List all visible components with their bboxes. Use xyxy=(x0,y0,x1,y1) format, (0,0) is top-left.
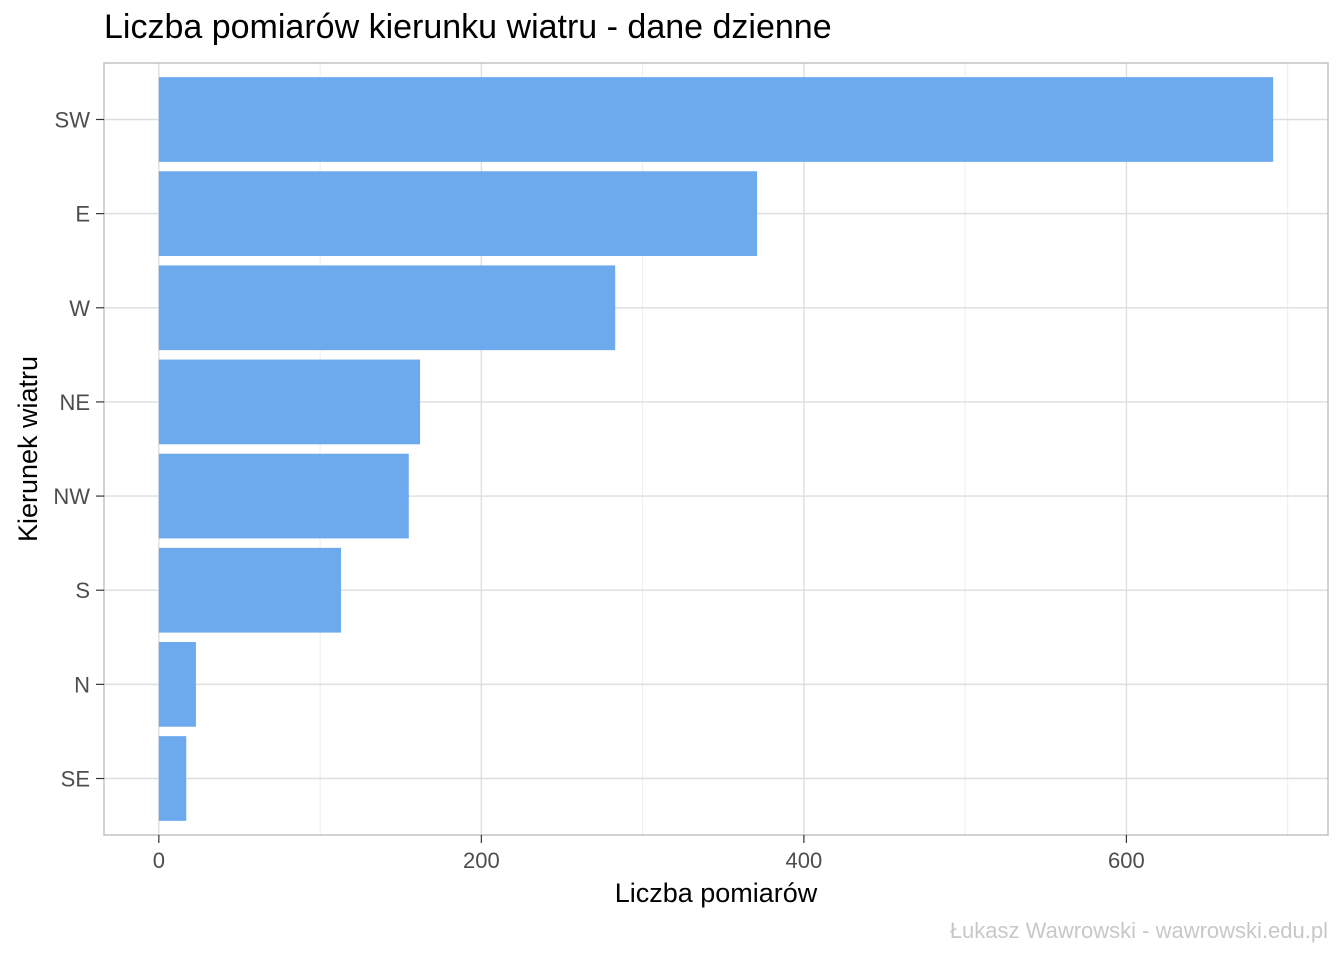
y-tick-label: W xyxy=(69,296,90,321)
chart-title: Liczba pomiarów kierunku wiatru - dane d… xyxy=(104,8,832,46)
bar-ne xyxy=(158,359,421,445)
caption: Łukasz Wawrowski - wawrowski.edu.pl xyxy=(949,918,1328,943)
y-tick-label: NW xyxy=(53,484,90,509)
y-tick-label: NE xyxy=(59,390,90,415)
bar-w xyxy=(158,265,616,351)
axis-ticks: SW E W NE NW S N SE 0 200 400 600 xyxy=(53,107,1144,873)
bars xyxy=(158,77,1274,821)
y-axis-title: Kierunek wiatru xyxy=(13,356,43,542)
x-axis-title: Liczba pomiarów xyxy=(615,878,818,908)
y-tick-label: SE xyxy=(61,767,90,792)
x-tick-label: 200 xyxy=(463,848,500,873)
x-tick-label: 0 xyxy=(153,848,165,873)
y-tick-label: SW xyxy=(55,107,91,132)
bar-n xyxy=(158,642,196,727)
x-tick-label: 600 xyxy=(1108,848,1145,873)
bar-s xyxy=(158,547,342,633)
bar-sw xyxy=(158,77,1274,162)
x-tick-label: 400 xyxy=(786,848,823,873)
y-tick-label: E xyxy=(75,202,90,227)
y-tick-label: S xyxy=(75,578,90,603)
bar-e xyxy=(158,171,758,256)
bar-se xyxy=(158,736,187,821)
bar-nw xyxy=(158,453,409,539)
y-tick-label: N xyxy=(74,672,90,697)
panel-border xyxy=(103,62,1329,836)
